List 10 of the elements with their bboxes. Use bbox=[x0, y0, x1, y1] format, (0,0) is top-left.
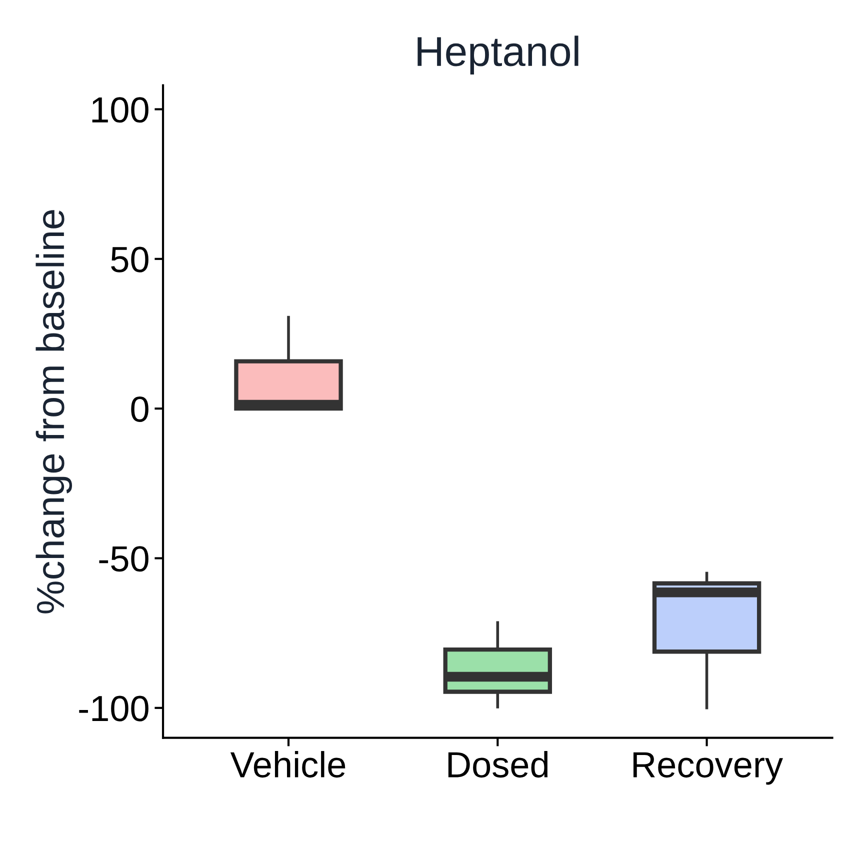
y-tick-label: -50 bbox=[99, 546, 148, 572]
y-tick-label: 100 bbox=[92, 97, 148, 123]
y-tick-label: 0 bbox=[131, 396, 148, 422]
y-tick-label: -100 bbox=[79, 696, 148, 722]
y-axis-title: %change from baseline bbox=[36, 210, 72, 614]
x-tick-label: Recovery bbox=[633, 752, 783, 785]
y-tick-label: 50 bbox=[111, 246, 148, 272]
x-tick-label: Dosed bbox=[448, 751, 548, 778]
chart-title: Heptanol bbox=[418, 36, 578, 74]
x-tick-label: Vehicle bbox=[230, 751, 346, 778]
